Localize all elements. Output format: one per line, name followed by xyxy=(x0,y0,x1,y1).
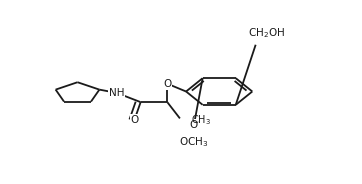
Text: NH: NH xyxy=(109,88,125,98)
Text: O: O xyxy=(130,115,139,125)
Text: OCH$_3$: OCH$_3$ xyxy=(179,135,209,149)
Text: O: O xyxy=(163,79,172,89)
Text: CH$_3$: CH$_3$ xyxy=(191,113,211,127)
Text: O: O xyxy=(190,120,198,130)
Text: CH$_2$OH: CH$_2$OH xyxy=(248,26,285,40)
